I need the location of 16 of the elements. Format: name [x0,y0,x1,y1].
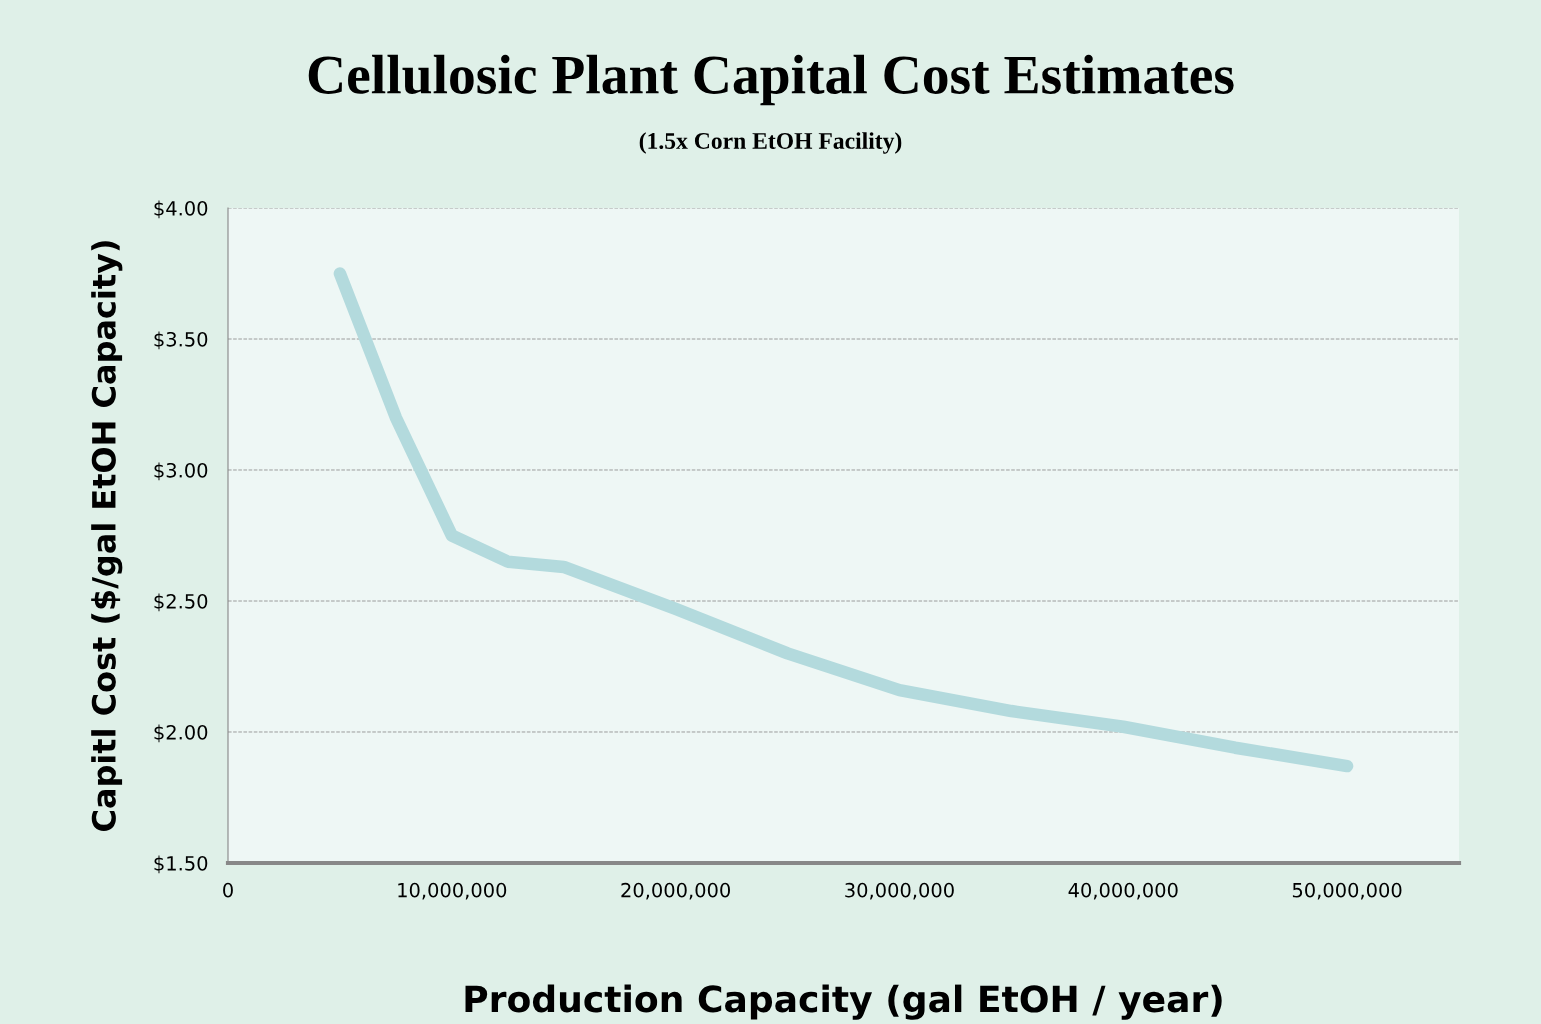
y-tick-label: $1.50 [154,855,208,874]
y-tick-label: $3.00 [154,462,208,481]
y-tick-label: $2.50 [154,593,208,612]
x-tick-label: 10,000,000 [398,882,507,900]
x-axis-title: Production Capacity (gal EtOH / year) [465,984,1222,1020]
x-tick-label: 0 [223,882,233,898]
chart-subtitle: (1.5x Corn EtOH Facility) [639,132,902,154]
y-tick-label: $2.00 [154,724,208,743]
x-tick-label: 30,000,000 [845,882,954,900]
y-tick-label: $3.50 [154,331,208,350]
chart-title: Cellulosic Plant Capital Cost Estimates [308,54,1234,106]
x-tick-label: 40,000,000 [1068,882,1178,900]
y-axis-title: Capitl Cost ($/gal EtOH Capacity) [91,241,123,831]
x-tick-label: 20,000,000 [621,882,731,900]
x-tick-label: 50,000,000 [1292,882,1402,900]
y-tick-label: $4.00 [154,200,208,219]
